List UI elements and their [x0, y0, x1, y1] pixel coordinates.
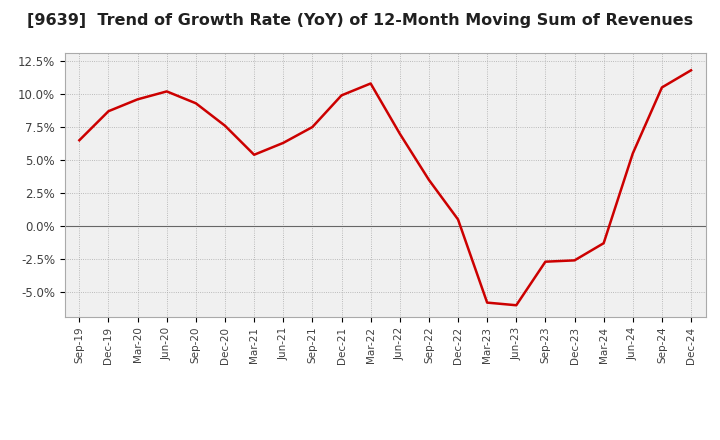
Text: [9639]  Trend of Growth Rate (YoY) of 12-Month Moving Sum of Revenues: [9639] Trend of Growth Rate (YoY) of 12-…	[27, 13, 693, 28]
